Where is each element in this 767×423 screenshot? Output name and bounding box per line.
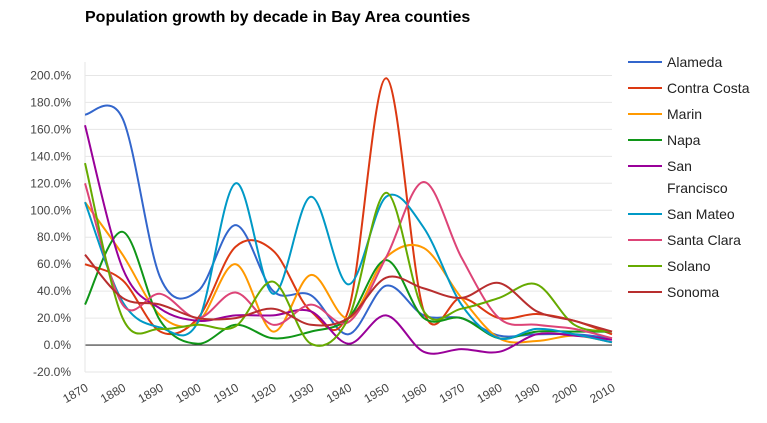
x-tick-label: 1890 [136,380,166,406]
y-tick-label: 100.0% [30,203,71,217]
series-line-napa [84,230,612,345]
x-tick-label: 1960 [399,380,429,406]
y-tick-label: 40.0% [37,284,71,298]
series-line-sonoma [84,254,613,333]
y-tick-label: 180.0% [30,95,71,109]
y-tick-label: 140.0% [30,149,71,163]
legend-label-marin: Marin [667,106,702,122]
x-tick-label: 1900 [173,380,203,406]
x-tick-label: 1920 [249,380,279,406]
chart-title: Population growth by decade in Bay Area … [85,9,471,26]
legend-label-sonoma: Sonoma [667,284,719,300]
gridlines [84,62,612,373]
legend-label-napa: Napa [667,132,701,148]
series-lines [84,77,613,355]
x-tick-label: 1870 [60,380,90,406]
y-tick-label: 160.0% [30,122,71,136]
y-tick-label: 0.0% [44,338,72,352]
x-tick-label: 1910 [211,380,241,406]
y-tick-label: 80.0% [37,230,71,244]
x-tick-label: 1950 [362,380,392,406]
series-line-contra-costa [84,77,613,336]
x-tick-label: 1930 [286,380,316,406]
x-tick-label: 1990 [512,380,542,406]
x-tick-label: 1940 [324,380,354,406]
x-tick-label: 1970 [437,380,467,406]
legend-label-san-mateo: San Mateo [667,206,735,222]
series-line-alameda [84,104,613,340]
y-axis: -20.0% 0.0% 20.0% 40.0% 60.0% 80.0% 100.0% 120.… [30,68,71,379]
y-tick-label: -20.0% [33,365,71,379]
legend: Alameda Contra Costa Marin Napa San Francisco… [628,54,750,300]
legend-label-santa-clara: Santa Clara [667,232,741,248]
y-tick-label: 200.0% [30,68,71,82]
y-tick-label: 120.0% [30,176,71,190]
legend-label-san-francisco: San [667,158,692,174]
x-tick-label: 2000 [550,380,580,406]
x-tick-label: 1880 [98,380,128,406]
legend-label-solano: Solano [667,258,711,274]
y-tick-label: 60.0% [37,257,71,271]
series-line-san-francisco [84,125,613,355]
legend-label-contra-costa: Contra Costa [667,80,750,96]
y-tick-label: 20.0% [37,311,71,325]
x-tick-label: 1980 [474,380,504,406]
x-axis: 1870 1880 1890 1900 1910 1920 1930 1940 1950 1960… [60,380,617,406]
series-line-san-mateo [84,182,613,344]
legend-label-alameda: Alameda [667,54,722,70]
legend-label-san-francisco: Francisco [667,180,728,196]
series-line-santa-clara [84,181,613,340]
x-tick-label: 2010 [587,380,617,406]
